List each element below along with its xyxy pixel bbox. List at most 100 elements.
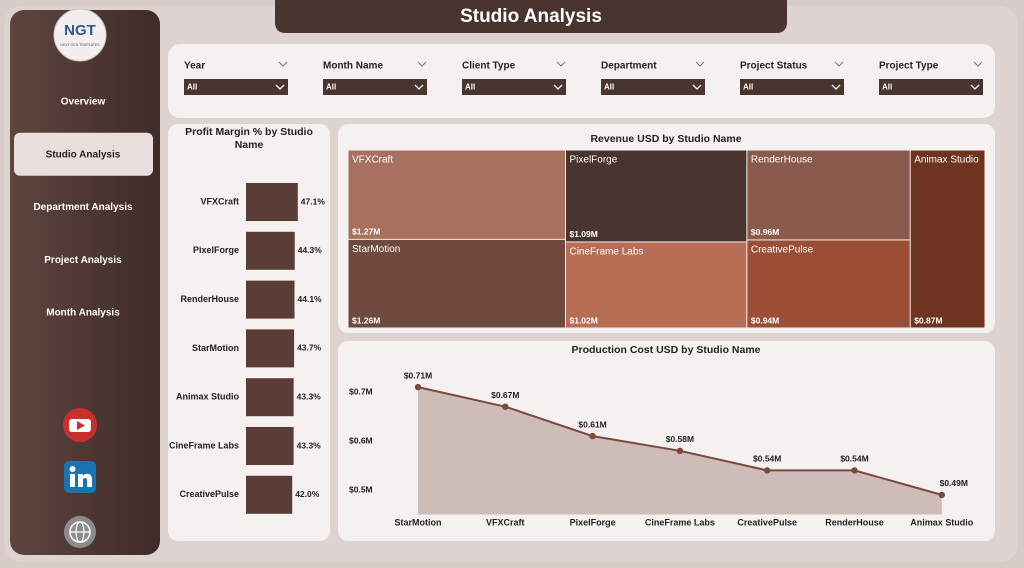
filter-dropdown[interactable]: [323, 79, 427, 95]
filter-value: All: [604, 83, 614, 92]
menu-item[interactable]: Overview: [61, 97, 106, 108]
x-tick-label: StarMotion: [395, 517, 442, 527]
bar: [246, 280, 295, 319]
tile-label: CineFrame Labs: [569, 247, 643, 258]
bar: [246, 378, 294, 417]
category-label: PixelForge: [193, 245, 239, 255]
filter-value: All: [465, 83, 475, 92]
treemap-tile: [747, 150, 910, 240]
tile-label: PixelForge: [569, 155, 617, 166]
logo-caption: NEXT GEN TEMPLATES: [60, 43, 100, 47]
filter-label: Client Type: [462, 61, 516, 72]
dropdown-chevron: [970, 84, 980, 90]
category-label: VFXCraft: [200, 196, 239, 206]
category-label: RenderHouse: [180, 294, 239, 304]
data-label: $0.61M: [578, 419, 606, 429]
treemap-tile: [348, 239, 565, 328]
filter-dropdown[interactable]: [740, 79, 844, 95]
data-label: $0.54M: [840, 454, 868, 464]
filter-label: Year: [184, 61, 205, 72]
data-label: 42.0%: [295, 489, 320, 499]
tile-label: RenderHouse: [751, 155, 813, 166]
x-tick-label: VFXCraft: [486, 517, 525, 527]
data-label: 43.3%: [297, 440, 322, 450]
data-label: $0.67M: [491, 390, 519, 400]
y-tick-label: $0.6M: [349, 435, 373, 445]
tile-label: Animax Studio: [914, 155, 979, 166]
data-label: $1.26M: [352, 315, 380, 325]
tile-label: CreativePulse: [751, 245, 814, 256]
youtube-icon[interactable]: [63, 408, 97, 442]
menu-item[interactable]: Project Analysis: [44, 255, 122, 266]
filter-label: Project Type: [879, 61, 939, 72]
website-icon[interactable]: [64, 516, 96, 548]
treemap-tile: [565, 150, 747, 242]
filter-chevron: [695, 61, 705, 67]
bar: [246, 329, 295, 368]
y-tick-label: $0.7M: [349, 386, 373, 396]
treemap-tile: [910, 150, 985, 328]
point: [851, 467, 858, 474]
menu-item[interactable]: Studio Analysis: [46, 149, 121, 160]
filter-value: All: [882, 83, 892, 92]
data-label: $0.94M: [751, 315, 779, 325]
dropdown-chevron: [275, 84, 285, 90]
filter-label: Project Status: [740, 61, 808, 72]
data-label: 43.7%: [297, 343, 322, 353]
menu-item[interactable]: Month Analysis: [46, 308, 120, 319]
filter-chevron: [556, 61, 566, 67]
filter-dropdown[interactable]: [879, 79, 983, 95]
dropdown-chevron: [553, 84, 563, 90]
filter-dropdown[interactable]: [462, 79, 566, 95]
treemap-tile: [348, 150, 565, 239]
tile-label: StarMotion: [352, 244, 400, 255]
bar: [246, 475, 293, 514]
y-tick-label: $0.5M: [349, 484, 373, 494]
data-label: $0.54M: [753, 454, 781, 464]
bar: [246, 231, 295, 270]
x-tick-label: RenderHouse: [825, 517, 884, 527]
dropdown-chevron: [692, 84, 702, 90]
category-label: CreativePulse: [179, 489, 239, 499]
filter-dropdown[interactable]: [601, 79, 705, 95]
bar: [246, 183, 298, 221]
menu-selected: [14, 132, 153, 176]
category-label: CineFrame Labs: [169, 440, 239, 450]
x-tick-label: Animax Studio: [910, 517, 974, 527]
dropdown-chevron: [831, 84, 841, 90]
filter-chevron: [973, 61, 983, 67]
data-label: $0.71M: [404, 370, 432, 380]
logo: [53, 8, 107, 62]
point: [764, 467, 771, 474]
filter-panel: [168, 44, 995, 118]
chart-title: Revenue USD by Studio Name: [590, 133, 741, 145]
filter-value: All: [326, 83, 336, 92]
data-label: $0.87M: [914, 315, 942, 325]
data-label: $1.02M: [569, 315, 597, 325]
data-label: 43.3%: [297, 391, 322, 401]
point: [414, 383, 422, 391]
filter-chevron: [417, 61, 427, 67]
treemap-tile: [565, 242, 747, 328]
filter-label: Month Name: [323, 61, 383, 72]
point: [938, 491, 945, 499]
data-label: 47.1%: [301, 196, 326, 206]
filter-dropdown[interactable]: [184, 79, 288, 95]
chart-title: Production Cost USD by Studio Name: [571, 344, 760, 356]
menu-item[interactable]: Department Analysis: [33, 202, 133, 213]
title-bar: [275, 0, 787, 33]
filter-label: Department: [601, 61, 657, 72]
data-label: 44.3%: [298, 245, 323, 255]
profit-title-box: Profit Margin % by Studio Name: [185, 126, 313, 151]
point: [589, 432, 596, 440]
x-tick-label: CreativePulse: [737, 517, 797, 527]
x-tick-label: CineFrame Labs: [645, 517, 715, 527]
category-label: StarMotion: [192, 343, 239, 353]
chart-title: Profit Margin % by Studio Name: [185, 126, 313, 151]
linkedin-icon[interactable]: [64, 461, 96, 493]
point: [502, 403, 509, 410]
data-label: $0.58M: [666, 434, 694, 444]
point: [676, 447, 684, 454]
dropdown-chevron: [414, 84, 424, 90]
